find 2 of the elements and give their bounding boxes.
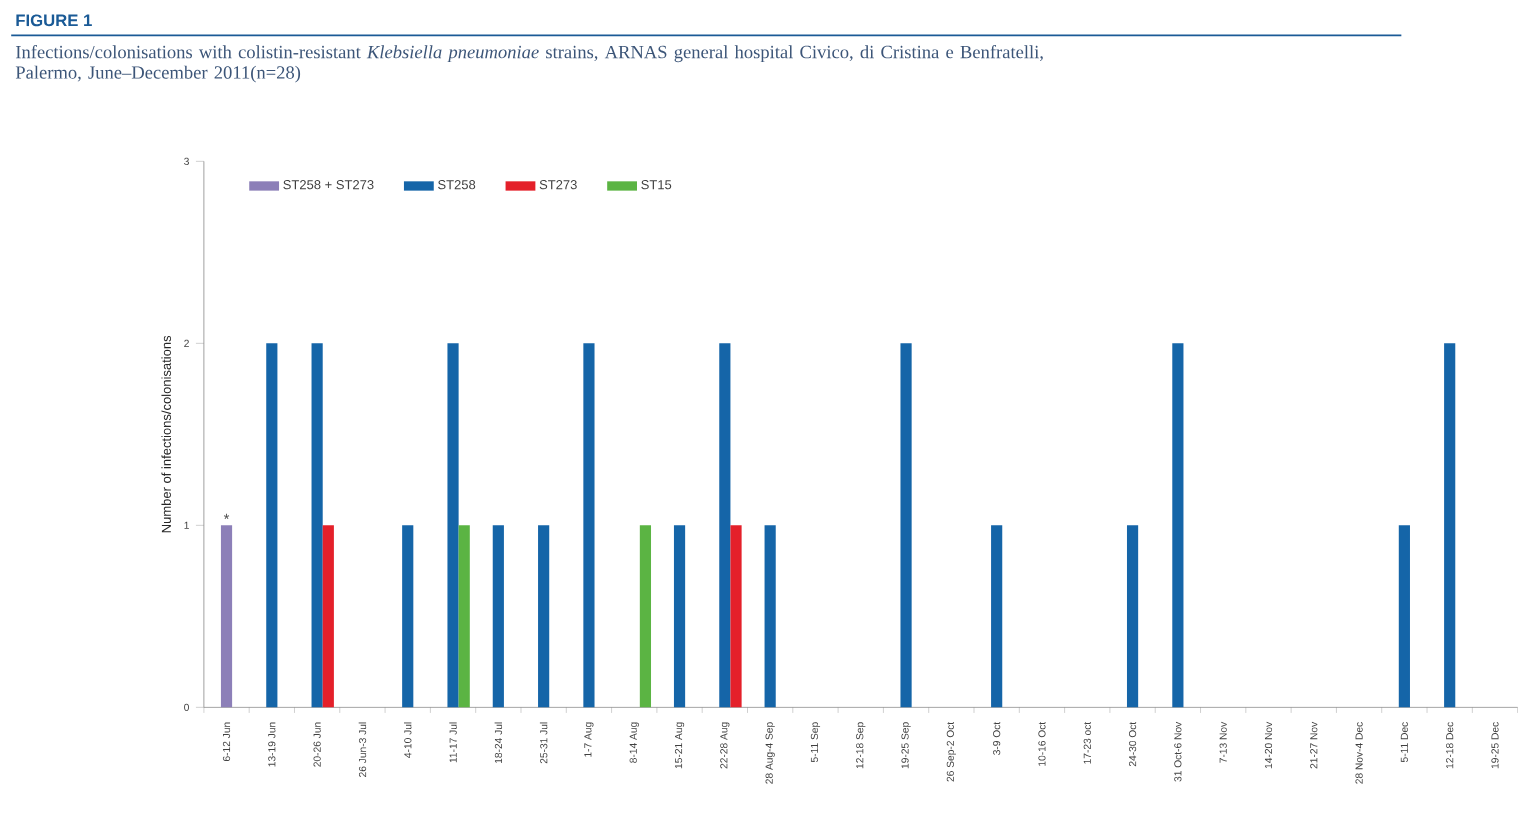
text: Infections/colonisations with colistin-resistant Klebsiella pneumoniae strains, ARNAS general hospital Civico, di Cristina e Benfratelli, Palermo, June–December 2011(n=28) <box>15 45 1043 83</box>
text: FIGURE 1 <box>16 14 92 27</box>
